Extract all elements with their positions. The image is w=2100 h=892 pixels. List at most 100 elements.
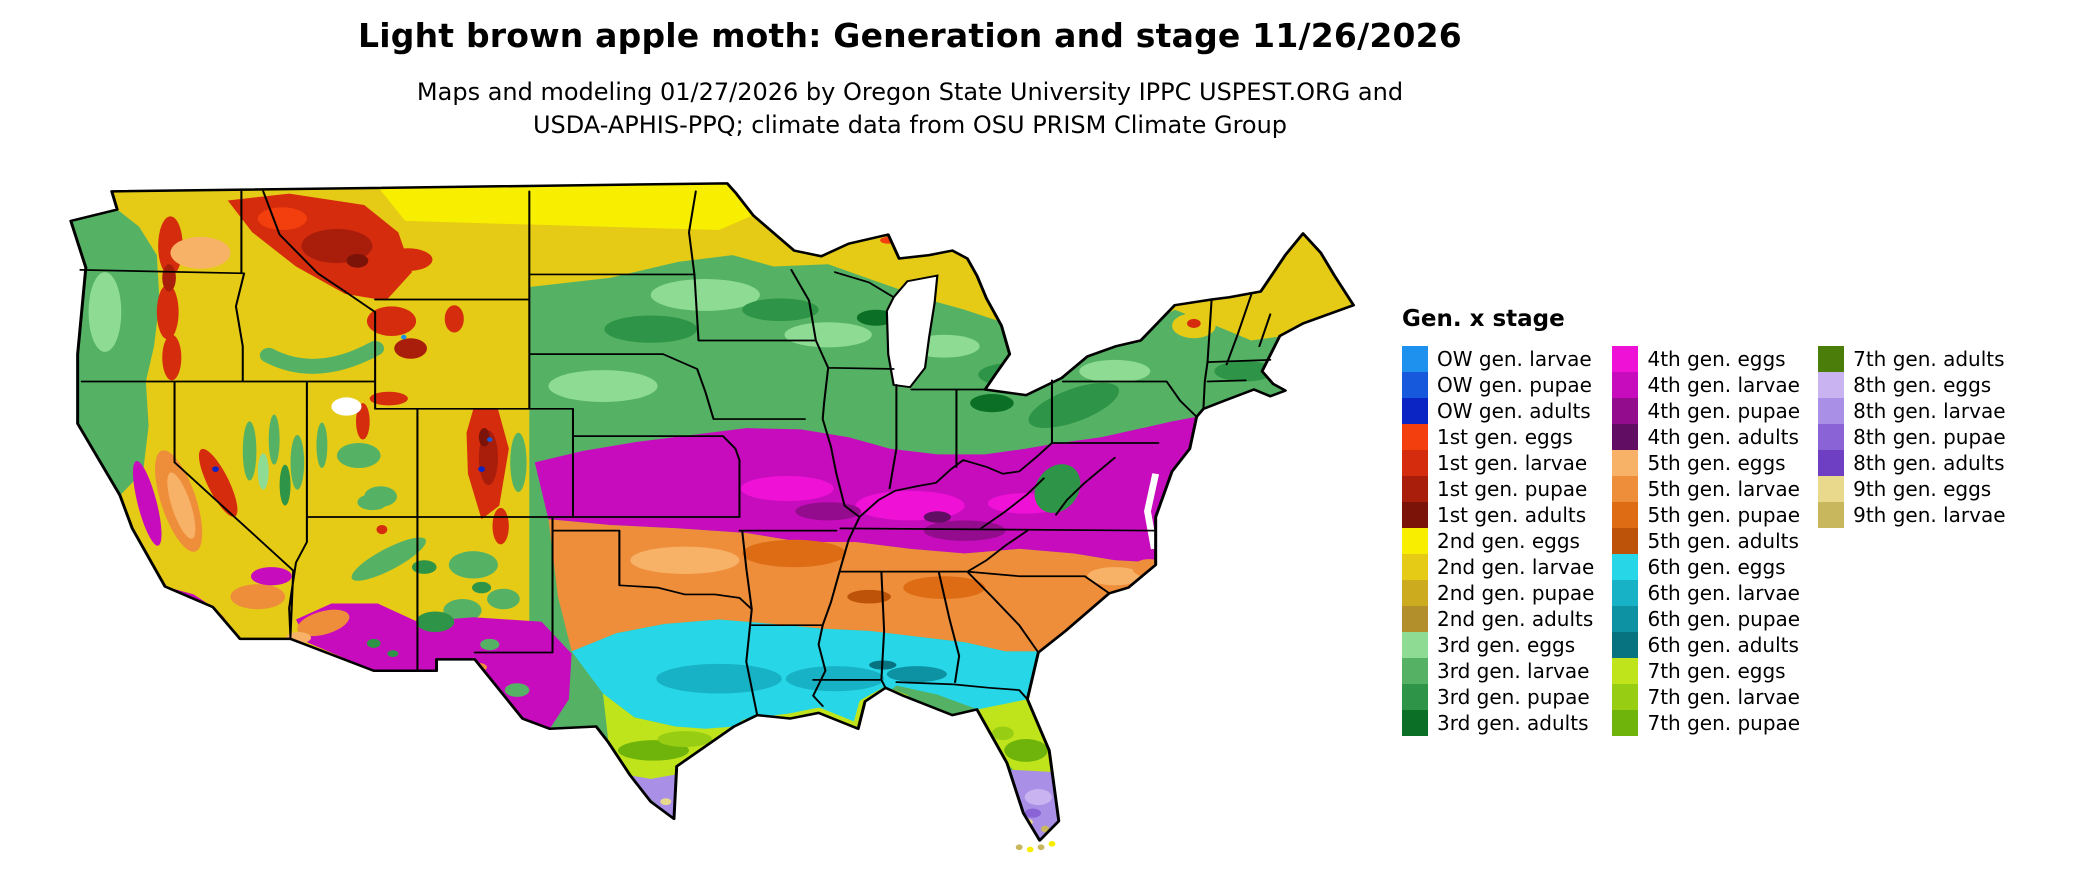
- region-ow-speck: [487, 437, 493, 442]
- legend-item-label: 1st gen. eggs: [1437, 425, 1573, 449]
- legend-swatch: [1402, 450, 1428, 476]
- legend-item-label: 1st gen. larvae: [1437, 451, 1588, 475]
- region-mogollon-green: [351, 537, 426, 581]
- region-patch: [443, 598, 482, 622]
- region-patch: [162, 264, 176, 292]
- region-patch: [970, 394, 1014, 413]
- legend-item-label: 3rd gen. larvae: [1437, 659, 1590, 683]
- legend-item: 9th gen. eggs: [1818, 476, 2006, 502]
- region-patch: [242, 421, 257, 481]
- legend-swatch: [1402, 346, 1428, 372]
- legend-swatch: [1612, 346, 1639, 372]
- legend-item: 8th gen. eggs: [1818, 372, 2006, 398]
- region-patch: [394, 338, 427, 359]
- legend-item: 6th gen. pupae: [1612, 606, 1800, 632]
- region-patch: [1132, 559, 1166, 578]
- region-patch: [856, 309, 896, 326]
- region-patch: [742, 539, 846, 568]
- legend-swatch: [1612, 372, 1639, 398]
- legend-item-label: 4th gen. eggs: [1647, 347, 1786, 371]
- legend-item-label: OW gen. adults: [1437, 399, 1591, 423]
- legend-item-label: 5th gen. larvae: [1647, 477, 1800, 501]
- legend-item-label: 6th gen. adults: [1647, 633, 1799, 657]
- legend-swatch: [1612, 658, 1639, 684]
- region-patch: [923, 511, 951, 523]
- region-patch: [167, 472, 196, 539]
- region-gen4-band: [534, 416, 1293, 563]
- region-patch: [1024, 789, 1052, 806]
- legend-item-label: 6th gen. eggs: [1647, 555, 1786, 579]
- legend-swatch: [1818, 476, 1845, 502]
- legend-item: 9th gen. larvae: [1818, 502, 2006, 528]
- region-transpecos-magenta: [417, 617, 572, 729]
- legend-item: 4th gen. pupae: [1612, 398, 1800, 424]
- legend-item-label: 7th gen. larvae: [1647, 685, 1800, 709]
- region-patch: [487, 588, 520, 610]
- legend-item-label: 3rd gen. eggs: [1437, 633, 1576, 657]
- region-ow-speck: [401, 334, 407, 340]
- legend-item: 8th gen. larvae: [1818, 398, 2006, 424]
- legend-item-label: OW gen. larvae: [1437, 347, 1592, 371]
- region-patch: [376, 524, 388, 535]
- region-patch: [785, 666, 885, 692]
- region-patch: [411, 560, 437, 574]
- region-patch: [480, 638, 500, 651]
- legend-swatch: [1818, 502, 1845, 528]
- legend-item: 7th gen. adults: [1818, 346, 2006, 372]
- region-patch: [1087, 567, 1143, 586]
- region-patch: [886, 666, 947, 683]
- region-sangre-red: [492, 507, 509, 545]
- region-patch: [416, 611, 455, 633]
- legend-item: 1st gen. larvae: [1402, 450, 1594, 476]
- legend-swatch: [1818, 372, 1845, 398]
- legend-item: 1st gen. pupae: [1402, 476, 1594, 502]
- region-patch: [657, 731, 713, 748]
- legend-item: 7th gen. eggs: [1612, 658, 1800, 684]
- legend-item-label: 8th gen. adults: [1853, 451, 2005, 475]
- region-patch: [1024, 808, 1042, 818]
- legend-swatch: [1612, 554, 1639, 580]
- legend-item-label: 5th gen. adults: [1647, 529, 1799, 553]
- legend-item: 8th gen. pupae: [1818, 424, 2006, 450]
- region-patch: [290, 435, 305, 490]
- region-mojave-orange: [230, 584, 286, 610]
- legend-swatch: [1612, 424, 1639, 450]
- region-patch: [279, 464, 291, 506]
- chesapeake-bay: [1144, 473, 1160, 550]
- legend-item-label: 2nd gen. pupae: [1437, 581, 1595, 605]
- region-patch: [991, 726, 1014, 741]
- region-patch: [336, 442, 381, 469]
- region-patch: [604, 315, 698, 343]
- legend-column-2: 4th gen. eggs 4th gen. larvae 4th gen. pup…: [1612, 346, 1800, 736]
- legend-swatch: [1818, 398, 1845, 424]
- region-yellowstone-red: [366, 306, 417, 336]
- region-patch: [650, 279, 760, 311]
- legend-columns: OW gen. larvae OW gen. pupae OW gen. adult…: [1402, 346, 2006, 736]
- region-snake-plain: [259, 341, 384, 374]
- region-wasatch-red: [356, 403, 370, 440]
- legend-item-label: 4th gen. larvae: [1647, 373, 1800, 397]
- legend-swatch: [1612, 502, 1639, 528]
- legend-item-label: 3rd gen. pupae: [1437, 685, 1590, 709]
- legend-swatch: [1612, 684, 1639, 710]
- legend-item: 1st gen. eggs: [1402, 424, 1594, 450]
- legend-item: 6th gen. eggs: [1612, 554, 1800, 580]
- region-patch: [740, 476, 834, 502]
- legend-swatch: [1612, 580, 1639, 606]
- region-patch: [510, 432, 527, 492]
- legend-item-label: 1st gen. pupae: [1437, 477, 1588, 501]
- legend-item: 5th gen. pupae: [1612, 502, 1800, 528]
- legend-item-label: 2nd gen. larvae: [1437, 555, 1595, 579]
- region-patch: [1004, 739, 1048, 762]
- legend-swatch: [1402, 554, 1428, 580]
- legend-item: 7th gen. pupae: [1612, 710, 1800, 736]
- region-patch: [1187, 318, 1201, 328]
- region-patch: [478, 428, 490, 447]
- region-patch: [250, 567, 292, 586]
- legend-item: 3rd gen. eggs: [1402, 632, 1594, 658]
- legend-item-label: 2nd gen. eggs: [1437, 529, 1580, 553]
- legend-item-label: 9th gen. eggs: [1853, 477, 1992, 501]
- region-patch: [504, 683, 530, 697]
- legend-item: 4th gen. eggs: [1612, 346, 1800, 372]
- legend-swatch: [1402, 606, 1428, 632]
